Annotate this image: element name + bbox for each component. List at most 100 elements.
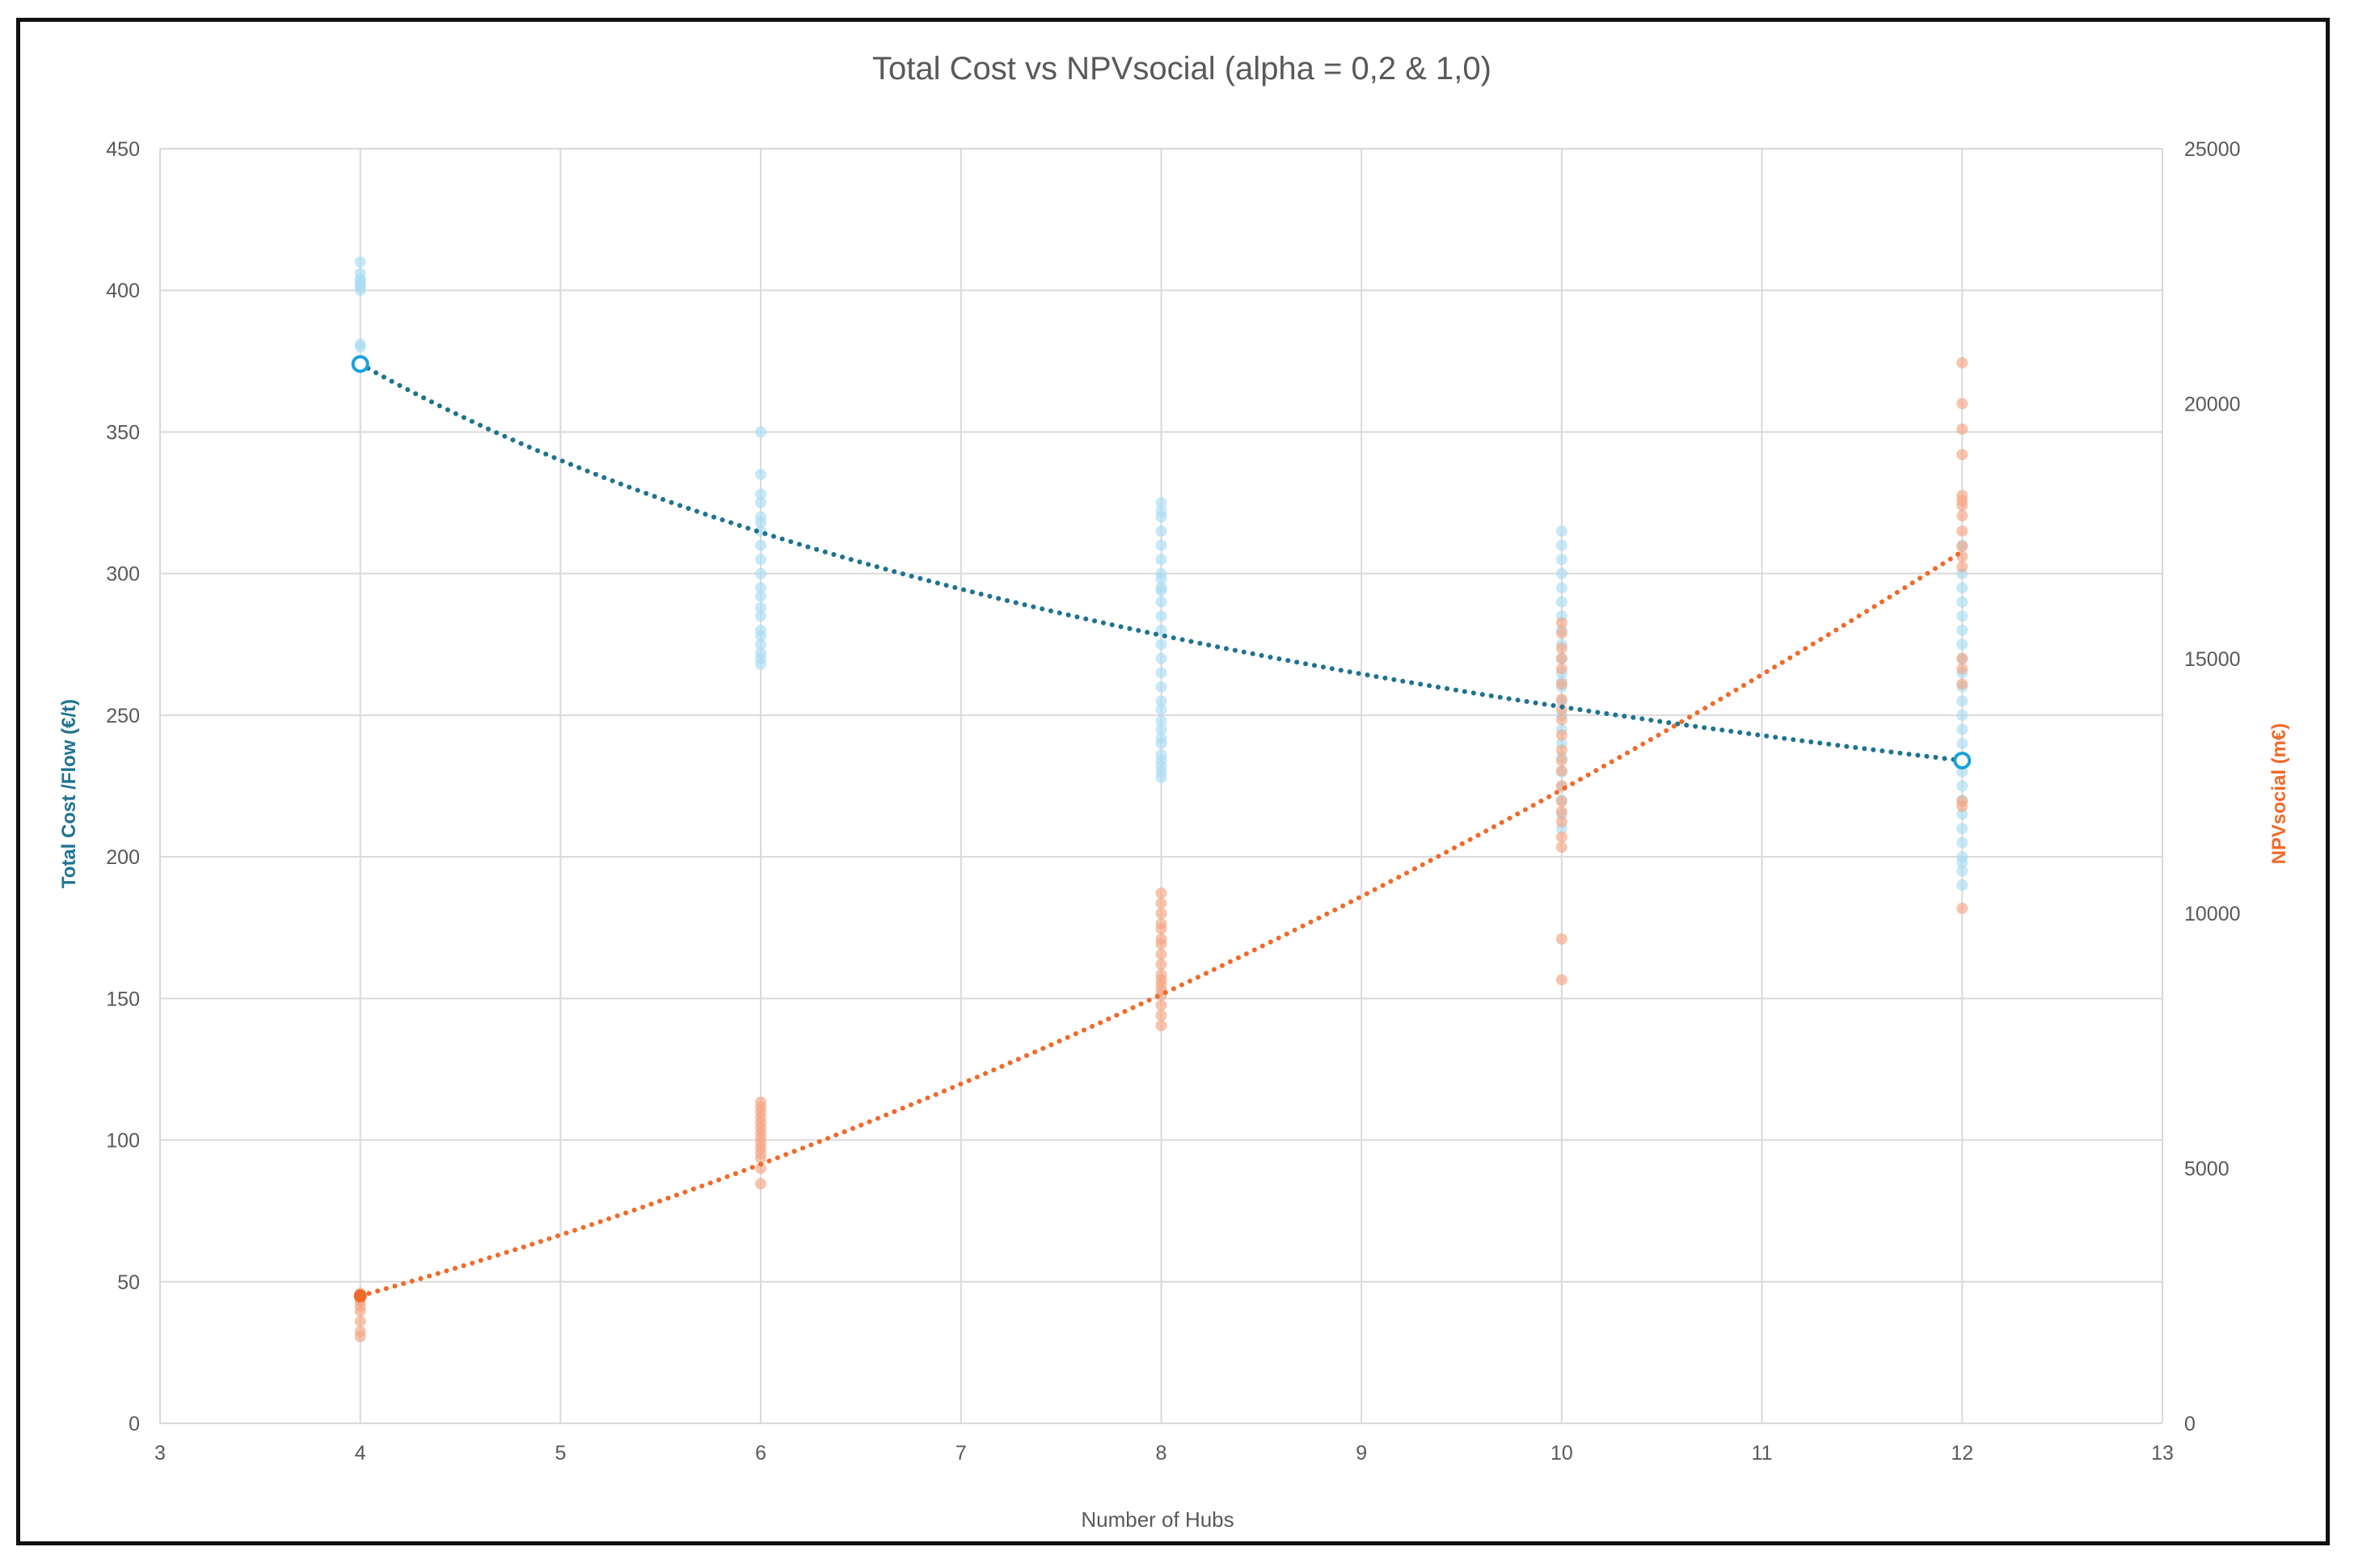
total-cost-point [1956,709,1968,721]
npv-social-point [1555,693,1567,706]
total-cost-point [755,624,767,636]
npv-social-point [1555,841,1567,854]
chart-frame: 3 4 5 6 7 8 9 10 11 12 13 0 50 100 150 200 250 300 350 400 4… [16,18,2330,1545]
y-right-tick-label: 5000 [2184,1158,2230,1181]
y-axis-right-label: NPVsocial (m€) [2268,723,2290,865]
npv-social-point [1555,617,1567,629]
total-cost-point [1155,567,1167,580]
npv-social-point [1155,887,1167,899]
total-cost-point [1956,737,1968,749]
npv-social-point [1555,933,1567,945]
npv-social-point [1956,398,1968,410]
total-cost-point [755,539,767,551]
npv-social-point [1956,541,1968,553]
y-left-tick-label: 450 [106,138,140,161]
total-cost-point [1155,596,1167,608]
total-cost-point [1155,525,1167,537]
total-cost-point [1956,851,1968,863]
npv-social-point [1555,795,1567,807]
total-cost-point [755,639,767,651]
total-cost-point [1155,554,1167,566]
total-cost-point [1155,703,1167,715]
x-tick-label: 11 [1752,1442,1773,1465]
npv-social-point [1956,663,1968,675]
x-axis-label: Number of Hubs [1081,1507,1234,1532]
y-left-tick-label: 100 [106,1130,140,1153]
total-cost-point [1555,596,1567,608]
npv-social-point [354,1326,366,1338]
npv-social-point [755,1096,767,1108]
total-cost-point [1155,610,1167,622]
y-left-tick-label: 400 [106,280,140,302]
total-cost-point [1155,639,1167,651]
chart-title: Total Cost vs NPVsocial (alpha = 0,2 & 1… [872,51,1491,86]
npv-social-point [1956,902,1968,914]
total-cost-point [1155,723,1167,736]
total-cost-point [1155,731,1167,744]
trend-end-marker [1953,751,1972,769]
total-cost-point [755,590,767,602]
y-left-tick-label: 0 [129,1413,140,1435]
npv-social-point [1555,714,1567,726]
total-cost-point [755,601,767,613]
x-tick-label: 4 [355,1442,366,1465]
npv-social-point [1155,948,1167,960]
total-cost-point [1956,879,1968,891]
npv-social-point [1555,744,1567,757]
npv-social-point [1555,806,1567,818]
total-cost-point [1155,497,1167,509]
npv-social-point [1956,356,1968,369]
total-cost-point [1155,748,1167,761]
total-cost-point [1555,567,1567,580]
trend-start-marker [351,355,369,373]
npv-social-point [1956,795,1968,807]
total-cost-point [755,647,767,659]
y-right-tick-label: 10000 [2184,903,2241,925]
y-right-tick-label: 25000 [2184,138,2241,161]
npv-social-trendline [357,549,1965,1299]
total-cost-point [1555,539,1567,551]
x-tick-label: 7 [956,1442,967,1465]
y-left-tick-label: 250 [106,705,140,727]
x-tick-label: 6 [755,1442,766,1465]
total-cost-point [755,426,767,438]
npv-social-point [1956,489,1968,501]
total-cost-point [1956,865,1968,877]
npv-social-point [1555,831,1567,843]
total-cost-point [1956,723,1968,736]
total-cost-point [755,567,767,580]
y-left-tick-label: 200 [106,846,140,869]
total-cost-point [1555,525,1567,537]
y-axis-left-label: Total Cost /Flow (€/t) [58,699,80,888]
total-cost-point [755,582,767,594]
total-cost-point [1956,808,1968,820]
x-tick-label: 12 [1951,1442,1973,1465]
total-cost-point [1155,505,1167,517]
total-cost-point [354,338,366,350]
npv-social-point [1956,510,1968,522]
total-cost-point [1956,610,1968,622]
total-cost-trendline [357,361,1965,763]
total-cost-point [1555,582,1567,594]
total-cost-point [755,497,767,509]
y-left-tick-label: 50 [117,1271,140,1294]
npv-social-point [1956,449,1968,461]
total-cost-point [1956,837,1968,849]
npv-social-point [1155,1010,1167,1022]
npv-social-point [1956,525,1968,537]
y-right-tick-label: 15000 [2184,648,2241,671]
total-cost-point [1155,695,1167,707]
total-cost-point [755,554,767,566]
total-cost-point [1155,624,1167,636]
npv-social-point [1555,678,1567,690]
total-cost-point [1956,639,1968,651]
x-tick-label: 5 [555,1442,566,1465]
npv-social-point [1555,627,1567,639]
total-cost-point [755,488,767,500]
npv-social-point [1155,959,1167,971]
x-tick-label: 9 [1356,1442,1367,1465]
total-cost-point [1956,582,1968,594]
total-cost-point [1956,765,1968,778]
chart-canvas: 3 4 5 6 7 8 9 10 11 12 13 0 50 100 150 200 250 300 350 400 4… [58,51,2290,1532]
total-cost-point [1555,554,1567,566]
